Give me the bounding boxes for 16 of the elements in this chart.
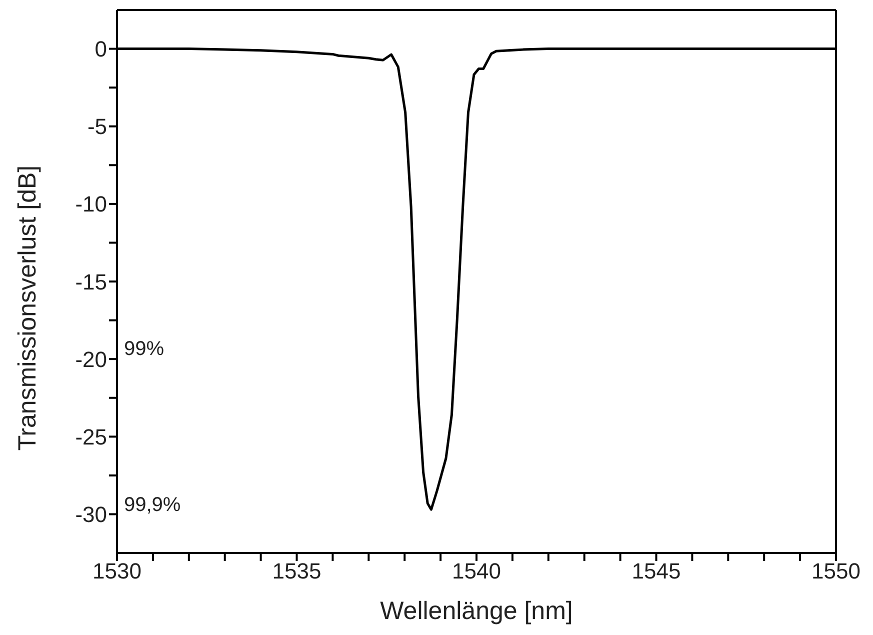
y-tick-label: -10 [75, 192, 107, 217]
y-tick-label: -20 [75, 346, 107, 372]
y-tick-label: -15 [75, 269, 107, 294]
y-tick-label: 0 [94, 36, 107, 62]
annotation: 99% [124, 338, 164, 361]
y-tick-label: -5 [87, 114, 107, 140]
y-axis-title: Transmissionsverlust [dB] [14, 165, 42, 451]
x-tick-label: 1535 [272, 558, 322, 584]
x-axis-title: Wellenlänge [nm] [380, 597, 573, 625]
x-tick-label: 1550 [812, 558, 860, 584]
x-tick-label: 1545 [632, 558, 681, 584]
y-tick-label: -25 [75, 424, 107, 450]
annotation: 99,9% [124, 494, 181, 517]
x-tick-label: 1540 [452, 558, 501, 584]
x-tick-label: 1530 [92, 558, 142, 584]
y-tick-label: -30 [75, 502, 107, 528]
